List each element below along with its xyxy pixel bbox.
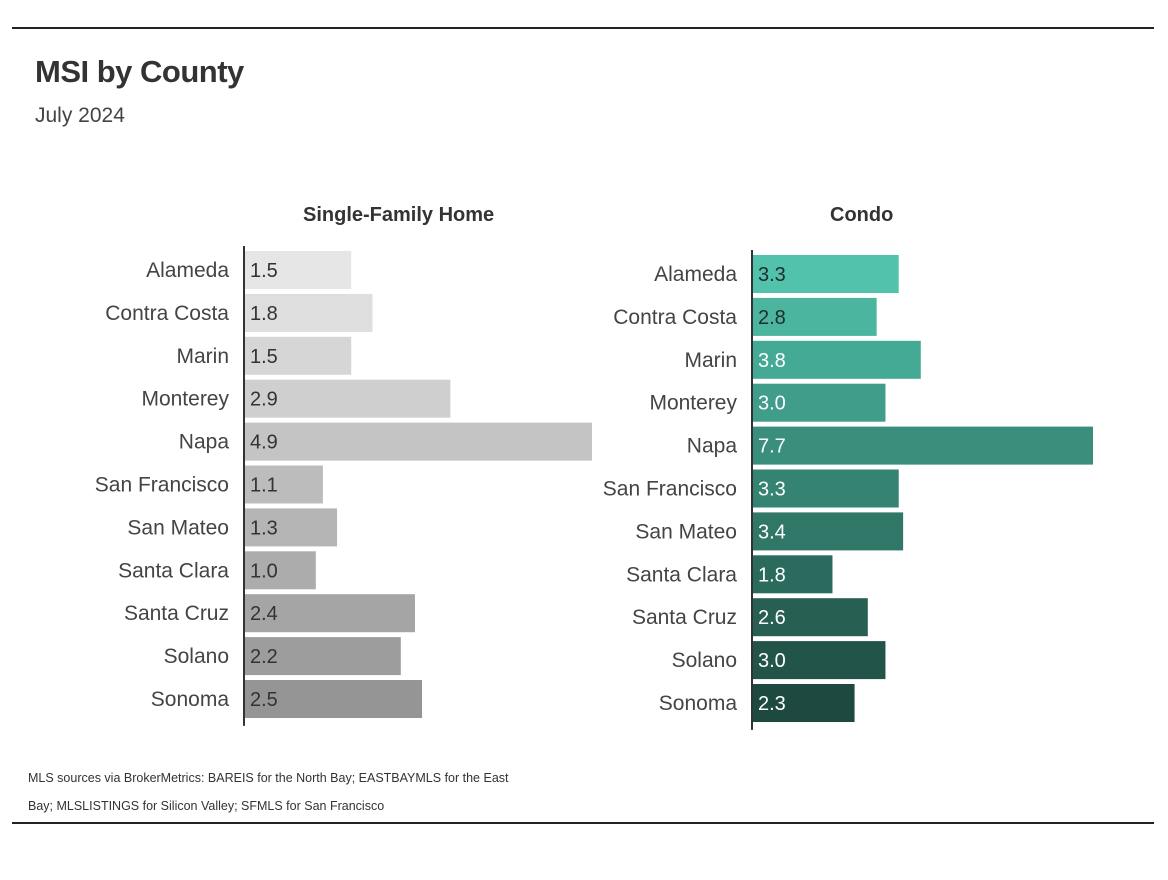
condo-bar-monterey: [753, 383, 886, 422]
sfh-value-label-santa-cruz: 2.4: [250, 603, 278, 625]
condo-category-label-sonoma: Sonoma: [659, 692, 738, 715]
sfh-value-label-san-mateo: 1.3: [250, 517, 278, 539]
sfh-bar-santa-clara: [245, 551, 316, 590]
sfh-category-label-contra-costa: Contra Costa: [105, 302, 229, 325]
top-rule: [12, 27, 1154, 29]
sfh-bar-contra-costa: [245, 293, 373, 332]
condo-value-label-san-mateo: 3.4: [758, 521, 786, 543]
sfh-value-label-sonoma: 2.5: [250, 689, 278, 711]
condo-bar-contra-costa: [753, 297, 877, 336]
sfh-category-label-monterey: Monterey: [141, 388, 229, 411]
condo-value-label-san-francisco: 3.3: [758, 479, 786, 501]
sfh-bar-sonoma: [245, 680, 423, 718]
condo-value-label-santa-clara: 1.8: [758, 564, 786, 586]
sfh-category-label-solano: Solano: [164, 645, 229, 668]
condo-value-label-contra-costa: 2.8: [758, 307, 786, 329]
source-footnote: MLS sources via BrokerMetrics: BAREIS fo…: [28, 771, 509, 813]
sfh-category-label-napa: Napa: [179, 431, 230, 454]
condo-bar-sonoma: [753, 684, 855, 722]
condo-value-label-napa: 7.7: [758, 436, 786, 458]
condo-category-label-san-francisco: San Francisco: [603, 478, 737, 501]
sfh-value-label-san-francisco: 1.1: [250, 475, 278, 497]
chart-subtitle: July 2024: [35, 104, 125, 127]
sfh-value-label-solano: 2.2: [250, 646, 278, 668]
condo-value-label-alameda: 3.3: [758, 264, 786, 286]
sfh-value-label-santa-clara: 1.0: [250, 560, 278, 582]
sfh-bar-marin: [245, 336, 352, 375]
sfh-bar-santa-cruz: [245, 594, 415, 633]
condo-category-label-san-mateo: San Mateo: [635, 520, 737, 543]
condo-category-label-contra-costa: Contra Costa: [613, 306, 737, 329]
sfh-bar-napa: [245, 422, 592, 461]
condo-value-label-marin: 3.8: [758, 350, 786, 372]
condo-panel: Alameda 3.3 Contra Costa 2.8 Marin 3.8 Montere…: [603, 250, 1093, 730]
condo-bar-san-francisco: [753, 469, 899, 508]
chart-title: MSI by County: [35, 54, 244, 89]
sfh-bar-san-francisco: [245, 465, 323, 504]
condo-bar-san-mateo: [753, 512, 904, 551]
sfh-bar-solano: [245, 637, 401, 676]
sfh-value-label-alameda: 1.5: [250, 260, 278, 282]
sfh-bar-alameda: [245, 251, 352, 289]
condo-panel-title: Condo: [830, 204, 894, 226]
condo-category-label-solano: Solano: [672, 649, 737, 672]
sfh-value-label-napa: 4.9: [250, 432, 278, 454]
sfh-category-label-santa-cruz: Santa Cruz: [124, 602, 229, 625]
bottom-rule: [12, 822, 1154, 824]
sfh-value-label-monterey: 2.9: [250, 389, 278, 411]
sfh-value-label-contra-costa: 1.8: [250, 303, 278, 325]
condo-bar-solano: [753, 641, 886, 680]
sfh-category-label-marin: Marin: [176, 345, 229, 368]
sfh-panel-title: Single-Family Home: [303, 204, 495, 226]
condo-category-label-santa-cruz: Santa Cruz: [632, 606, 737, 629]
sfh-category-label-santa-clara: Santa Clara: [118, 559, 229, 582]
sfh-panel: Alameda 1.5 Contra Costa 1.8 Marin 1.5 Montere…: [95, 246, 592, 726]
condo-value-label-santa-cruz: 2.6: [758, 607, 786, 629]
sfh-value-label-marin: 1.5: [250, 346, 278, 368]
condo-bar-santa-cruz: [753, 598, 868, 637]
sfh-category-label-sonoma: Sonoma: [151, 688, 230, 711]
condo-bar-marin: [753, 340, 921, 379]
condo-bar-napa: [753, 426, 1093, 465]
sfh-bar-monterey: [245, 379, 451, 418]
sfh-category-label-san-mateo: San Mateo: [127, 516, 229, 539]
condo-category-label-marin: Marin: [684, 349, 737, 372]
sfh-category-label-san-francisco: San Francisco: [95, 474, 229, 497]
condo-value-label-solano: 3.0: [758, 650, 786, 672]
condo-category-label-napa: Napa: [687, 435, 738, 458]
condo-category-label-santa-clara: Santa Clara: [626, 563, 737, 586]
condo-bar-santa-clara: [753, 555, 833, 594]
condo-bar-alameda: [753, 255, 899, 293]
condo-category-label-alameda: Alameda: [654, 263, 737, 286]
sfh-bar-san-mateo: [245, 508, 338, 547]
condo-value-label-monterey: 3.0: [758, 393, 786, 415]
condo-value-label-sonoma: 2.3: [758, 693, 786, 715]
condo-category-label-monterey: Monterey: [649, 392, 737, 415]
sfh-category-label-alameda: Alameda: [146, 259, 229, 282]
